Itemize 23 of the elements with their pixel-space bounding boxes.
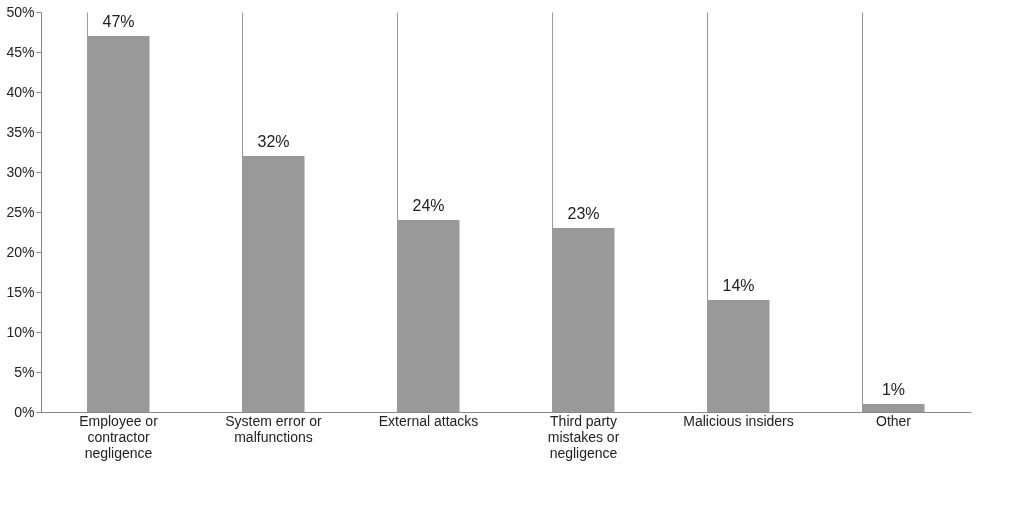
x-tick-label: Malicious insiders xyxy=(683,412,794,429)
x-tick-label: Other xyxy=(875,412,912,429)
data-label: 47% xyxy=(102,13,135,30)
y-tick-label: 50% xyxy=(6,3,35,20)
data-label: 14% xyxy=(722,277,755,294)
y-tick-label: 20% xyxy=(6,243,35,260)
y-tick-label: 35% xyxy=(6,123,35,140)
data-label: 1% xyxy=(881,381,906,398)
x-tick-label: External attacks xyxy=(378,412,479,429)
x-tick-label: Third party mistakes or negligence xyxy=(547,412,620,461)
data-label: 32% xyxy=(257,133,290,150)
y-tick-label: 0% xyxy=(14,403,35,420)
data-label: 24% xyxy=(412,197,445,214)
y-tick-label: 45% xyxy=(6,43,35,60)
y-tick-label: 5% xyxy=(14,363,35,380)
y-tick-label: 40% xyxy=(6,83,35,100)
y-tick-label: 15% xyxy=(6,283,35,300)
y-tick-label: 30% xyxy=(6,163,35,180)
x-tick-label: System error or malfunctions xyxy=(225,412,323,445)
y-tick-label: 10% xyxy=(6,323,35,340)
data-label: 23% xyxy=(567,205,600,222)
y-tick-label: 25% xyxy=(6,203,35,220)
x-tick-label: Employee or contractor negligence xyxy=(79,412,159,461)
